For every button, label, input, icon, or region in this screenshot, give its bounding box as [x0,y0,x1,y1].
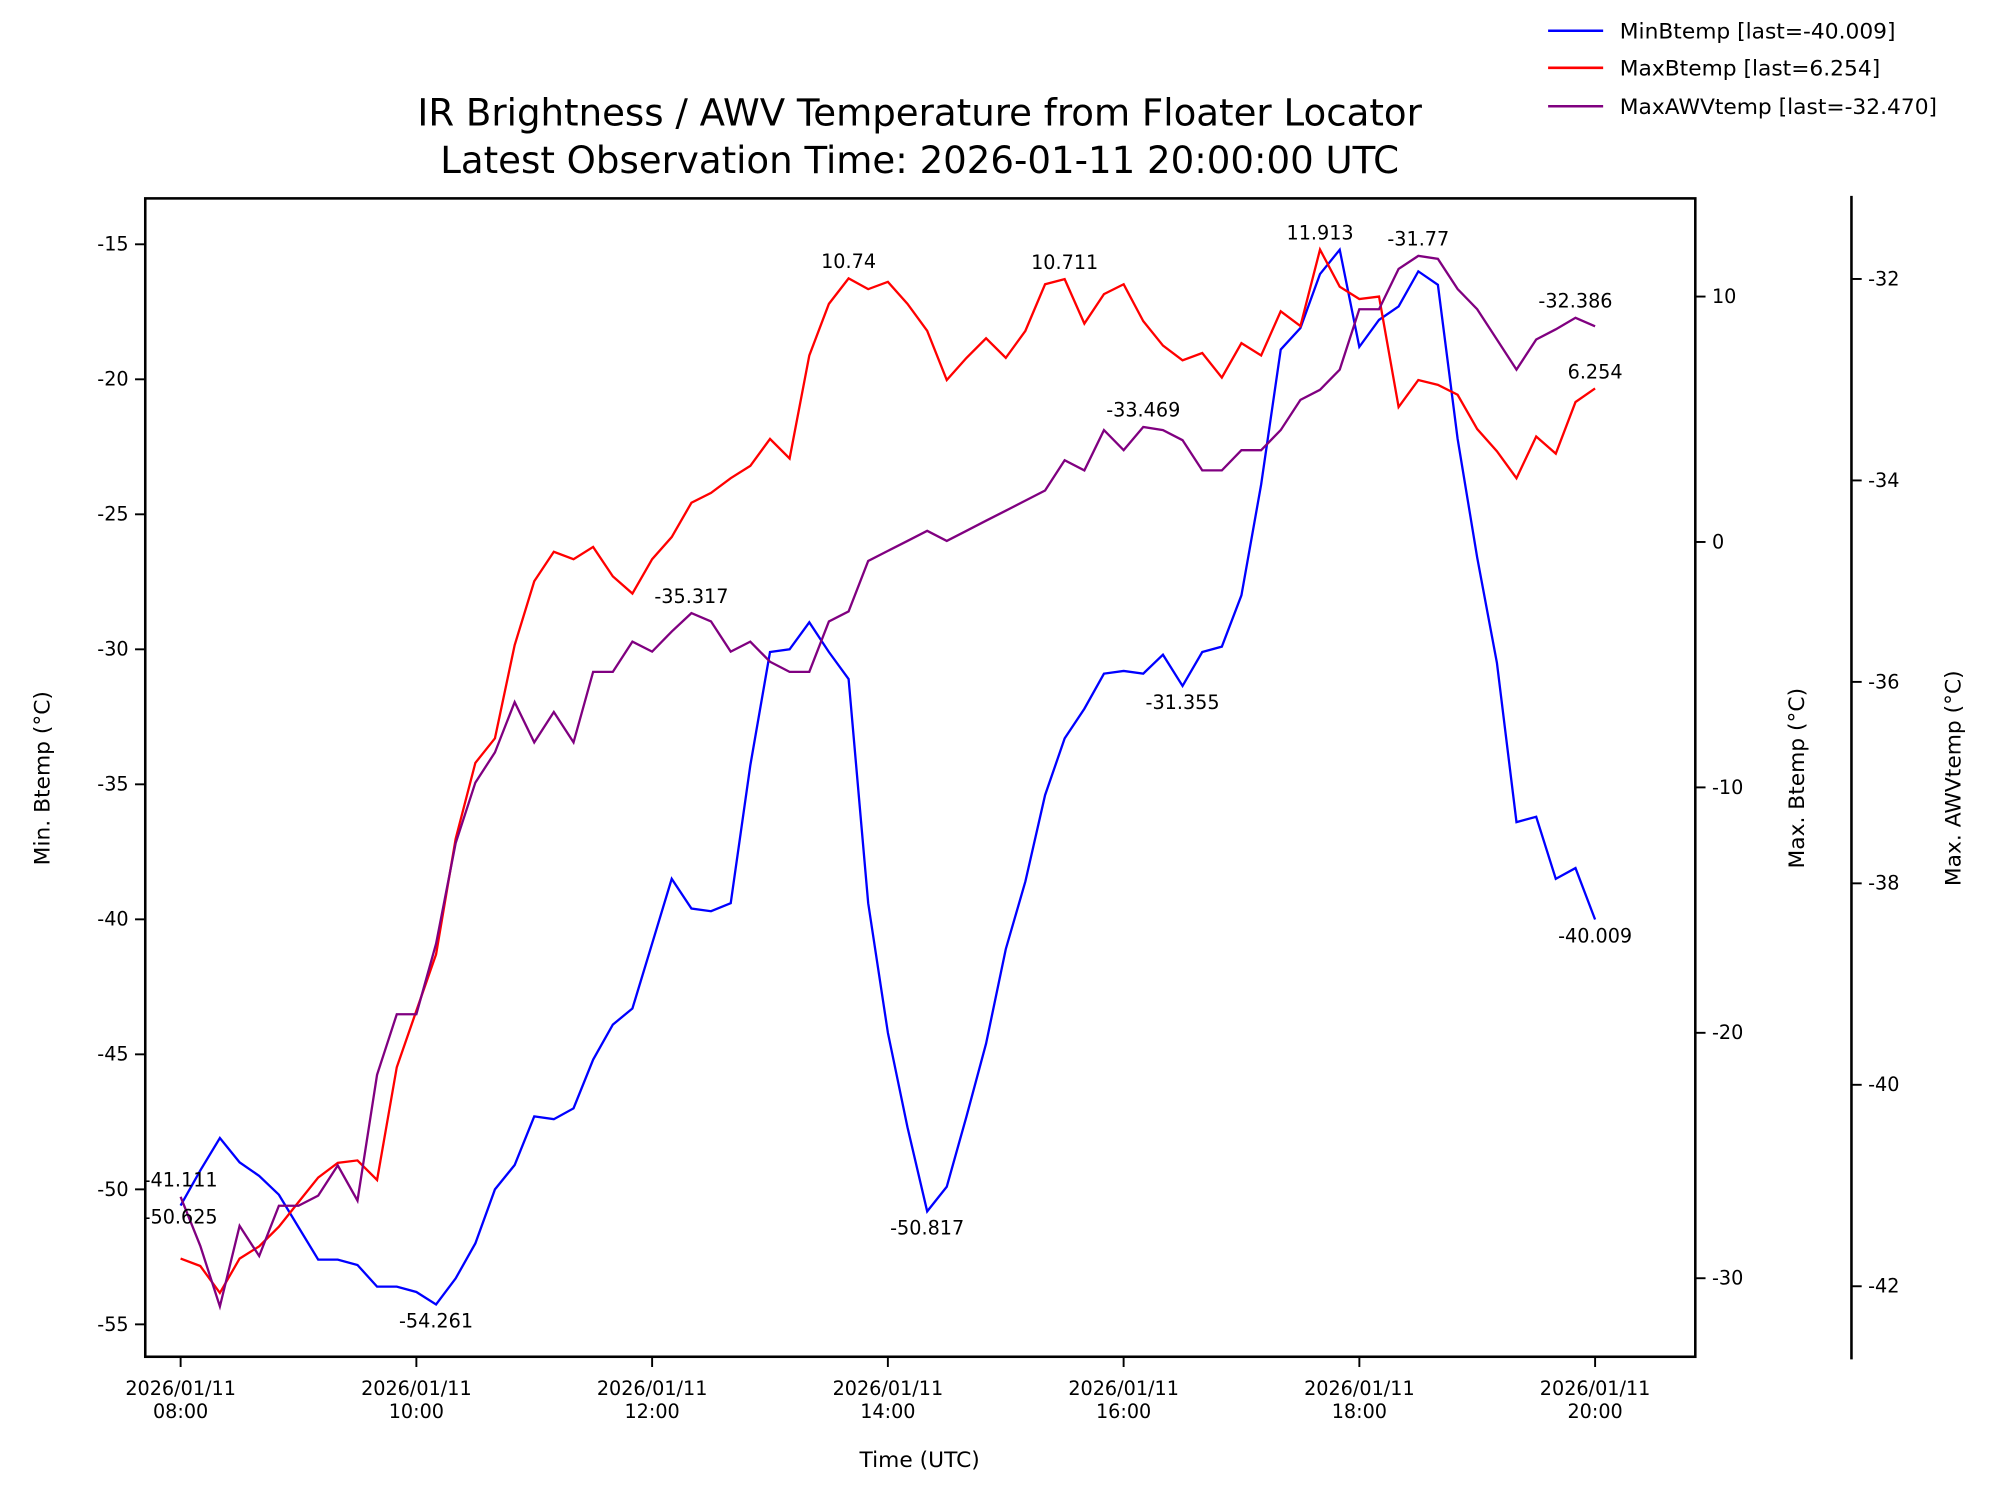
data-annotation: 11.913 [1287,221,1354,244]
data-annotation: 10.711 [1031,251,1098,274]
plot-area: -41.111 -50.625 -54.261 -35.317 10.74 -50.817… [144,221,1633,1332]
y-tick-label-awv: -36 [1868,670,1899,693]
x-tick-label-time: 16:00 [1096,1400,1151,1423]
y-tick-label-max: -20 [1712,1021,1743,1044]
y-tick-label-min: -25 [97,503,128,526]
data-annotation: -41.111 [144,1168,218,1191]
y-tick-label-max: -30 [1712,1267,1743,1290]
data-annotation: -35.317 [654,585,728,608]
chart-subtitle: Latest Observation Time: 2026-01-11 20:0… [440,139,1399,182]
x-tick-label-time: 08:00 [153,1400,208,1423]
y-tick-label-awv: -42 [1868,1275,1899,1298]
x-tick-label-time: 12:00 [624,1400,679,1423]
x-axis-label: Time (UTC) [859,1448,980,1473]
x-tick-label-date: 2026/01/11 [1304,1377,1415,1400]
legend-label-awv: MaxAWVtemp [last=-32.470] [1620,95,1937,120]
axes: 2026/01/1108:002026/01/1110:002026/01/11… [97,233,1899,1424]
data-annotation: -32.386 [1538,290,1612,313]
y-axis-label-min: Min. Btemp (°C) [30,691,55,865]
data-annotation: 10.74 [821,250,876,273]
y-tick-label-min: -45 [97,1043,128,1066]
y-tick-label-awv: -34 [1868,469,1899,492]
chart-title: IR Brightness / AWV Temperature from Flo… [417,91,1422,134]
y-tick-label-awv: -40 [1868,1073,1899,1096]
x-tick-label-date: 2026/01/11 [597,1377,708,1400]
data-annotation: -54.261 [399,1309,473,1332]
y-tick-label-awv: -38 [1868,872,1899,895]
x-tick-label-date: 2026/01/11 [125,1377,236,1400]
x-tick-label-date: 2026/01/11 [833,1377,944,1400]
x-tick-label-date: 2026/01/11 [361,1377,472,1400]
y-axis-label-max: Max. Btemp (°C) [1785,688,1810,869]
data-annotation: -31.77 [1387,228,1449,251]
x-tick-label-time: 18:00 [1332,1400,1387,1423]
x-tick-label-time: 10:00 [389,1400,444,1423]
x-tick-label-date: 2026/01/11 [1068,1377,1179,1400]
plot-frame [143,197,1697,1359]
y-tick-label-min: -20 [97,368,128,391]
x-tick-label-time: 14:00 [860,1400,915,1423]
y-tick-label-max: 10 [1712,285,1736,308]
series-line-awv [179,254,1596,1311]
y-tick-label-max: 0 [1712,530,1724,553]
data-annotation: -50.625 [144,1205,218,1228]
legend-label-max: MaxBtemp [last=6.254] [1620,57,1880,82]
y-tick-label-min: -50 [97,1178,128,1201]
y-tick-label-max: -10 [1712,776,1743,799]
y-tick-label-awv: -32 [1868,267,1899,290]
legend: MinBtemp [last=-40.009] MaxBtemp [last=6… [1548,19,1937,120]
x-tick-label-date: 2026/01/11 [1540,1377,1651,1400]
data-annotation: -50.817 [890,1216,964,1239]
y-tick-label-min: -15 [97,233,128,256]
y-axis-label-awv: Max. AWVtemp (°C) [1941,670,1966,886]
y-tick-label-min: -55 [97,1313,128,1336]
data-annotation: -31.355 [1146,691,1220,714]
data-annotation: 6.254 [1568,360,1623,383]
y-tick-label-min: -35 [97,773,128,796]
data-annotation: -40.009 [1558,925,1632,948]
x-tick-label-time: 20:00 [1567,1400,1622,1423]
data-annotation: -33.469 [1106,399,1180,422]
y-tick-label-min: -30 [97,638,128,661]
legend-label-min: MinBtemp [last=-40.009] [1620,19,1896,44]
y-tick-label-min: -40 [97,908,128,931]
series-line-min [179,247,1597,1306]
